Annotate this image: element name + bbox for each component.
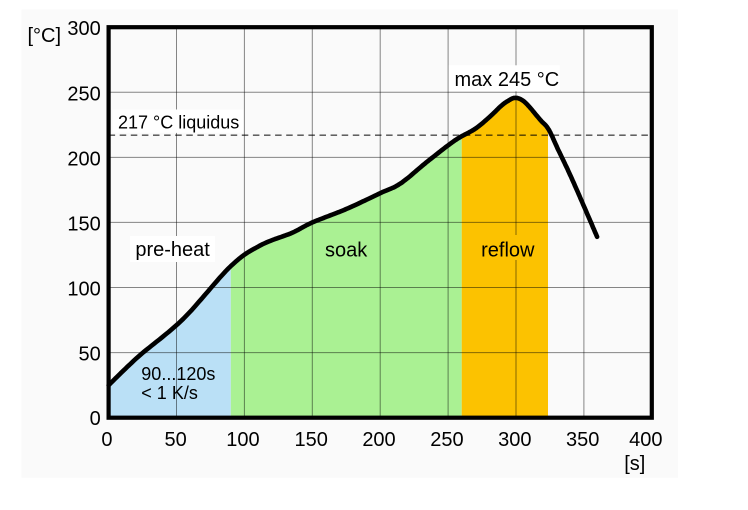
svg-text:50: 50 (79, 344, 101, 366)
svg-text:150: 150 (67, 213, 100, 235)
svg-text:reflow: reflow (481, 239, 535, 261)
svg-text:soak: soak (325, 239, 368, 261)
svg-text:50: 50 (164, 429, 186, 451)
svg-text:0: 0 (90, 408, 101, 430)
svg-text:< 1 K/s: < 1 K/s (141, 383, 198, 403)
svg-text:[°C]: [°C] (28, 25, 62, 47)
svg-text:250: 250 (67, 83, 100, 105)
svg-text:300: 300 (498, 429, 531, 451)
svg-text:200: 200 (67, 148, 100, 170)
svg-text:90...120s: 90...120s (141, 364, 215, 384)
svg-text:350: 350 (566, 429, 599, 451)
svg-text:217 °C liquidus: 217 °C liquidus (118, 113, 239, 133)
svg-text:150: 150 (295, 429, 328, 451)
svg-text:0: 0 (101, 429, 112, 451)
svg-text:[s]: [s] (624, 453, 645, 475)
svg-text:100: 100 (67, 279, 100, 301)
svg-text:400: 400 (629, 429, 662, 451)
svg-text:300: 300 (67, 18, 100, 40)
svg-text:100: 100 (226, 429, 259, 451)
svg-text:max 245 °C: max 245 °C (455, 69, 560, 91)
svg-text:pre-heat: pre-heat (135, 239, 210, 261)
svg-text:200: 200 (362, 429, 395, 451)
svg-text:250: 250 (430, 429, 463, 451)
